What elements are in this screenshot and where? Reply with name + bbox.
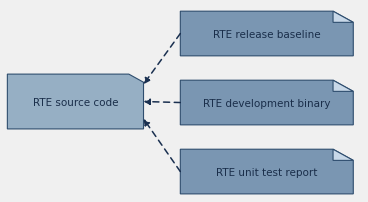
Polygon shape <box>180 149 353 194</box>
Polygon shape <box>180 12 353 57</box>
Polygon shape <box>333 12 353 23</box>
Polygon shape <box>333 81 353 92</box>
Polygon shape <box>180 81 353 125</box>
Text: RTE release baseline: RTE release baseline <box>213 29 321 39</box>
Text: RTE unit test report: RTE unit test report <box>216 167 318 177</box>
Text: RTE development binary: RTE development binary <box>203 98 330 108</box>
Polygon shape <box>7 75 144 129</box>
Text: RTE source code: RTE source code <box>33 97 118 107</box>
Polygon shape <box>333 149 353 161</box>
